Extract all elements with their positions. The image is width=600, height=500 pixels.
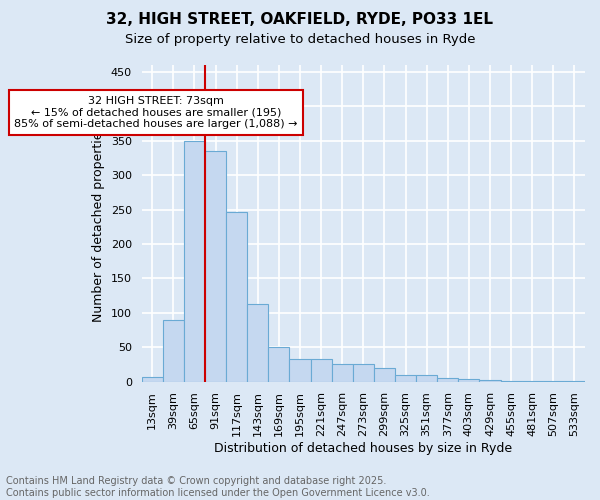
Bar [521, 381, 543, 382]
Text: Contains HM Land Registry data © Crown copyright and database right 2025.
Contai: Contains HM Land Registry data © Crown c… [6, 476, 430, 498]
Bar [416, 374, 437, 382]
Bar [311, 359, 332, 382]
Bar [184, 140, 205, 382]
Bar [479, 380, 500, 382]
Text: 32 HIGH STREET: 73sqm
← 15% of detached houses are smaller (195)
85% of semi-det: 32 HIGH STREET: 73sqm ← 15% of detached … [14, 96, 298, 129]
Bar [268, 347, 289, 382]
Bar [395, 374, 416, 382]
Bar [437, 378, 458, 382]
Bar [163, 320, 184, 382]
Text: Size of property relative to detached houses in Ryde: Size of property relative to detached ho… [125, 32, 475, 46]
Text: 32, HIGH STREET, OAKFIELD, RYDE, PO33 1EL: 32, HIGH STREET, OAKFIELD, RYDE, PO33 1E… [107, 12, 493, 28]
Bar [458, 379, 479, 382]
Bar [226, 212, 247, 382]
Bar [374, 368, 395, 382]
Bar [205, 151, 226, 382]
Bar [500, 381, 521, 382]
Y-axis label: Number of detached properties: Number of detached properties [92, 125, 105, 322]
Bar [564, 381, 585, 382]
Bar [247, 304, 268, 382]
Bar [142, 378, 163, 382]
Bar [353, 364, 374, 382]
Bar [289, 359, 311, 382]
X-axis label: Distribution of detached houses by size in Ryde: Distribution of detached houses by size … [214, 442, 512, 455]
Bar [332, 364, 353, 382]
Bar [543, 381, 564, 382]
